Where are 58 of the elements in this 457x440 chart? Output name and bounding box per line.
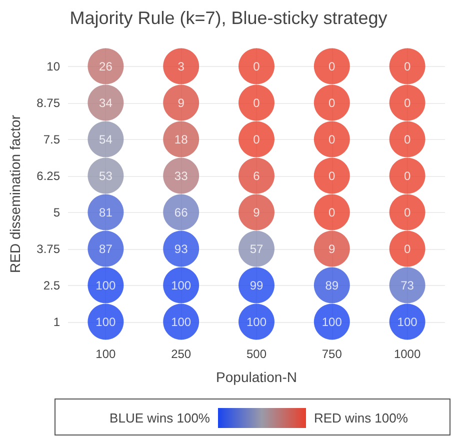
data-label: 100: [171, 314, 192, 329]
y-tick-label: 7.5: [43, 132, 60, 146]
data-label: 89: [325, 278, 339, 292]
data-label: 18: [174, 132, 188, 146]
data-label: 0: [328, 132, 336, 146]
data-label: 0: [328, 168, 336, 183]
y-tick-label: 3.75: [36, 242, 60, 256]
data-label: 100: [397, 314, 418, 329]
data-label: 0: [253, 96, 260, 110]
y-tick-label: 6.25: [36, 168, 60, 183]
data-label: 100: [322, 314, 342, 329]
data-label: 6: [253, 168, 260, 183]
data-label: 9: [178, 96, 185, 110]
data-label: 0: [404, 96, 411, 110]
data-label: 0: [328, 205, 336, 220]
chart-title: Majority Rule (k=7), Blue-sticky strategy: [70, 8, 388, 28]
data-label: 57: [250, 242, 264, 256]
data-label: 54: [99, 132, 113, 146]
data-label: 100: [171, 278, 192, 292]
data-label: 0: [328, 59, 336, 74]
data-label: 9: [253, 205, 260, 220]
data-label: 0: [404, 59, 411, 74]
data-label: 93: [174, 242, 188, 256]
x-tick-label: 500: [246, 347, 267, 361]
x-tick-label: 100: [96, 347, 116, 361]
data-label: 0: [253, 59, 260, 74]
data-label: 0: [404, 132, 411, 146]
data-label: 33: [174, 168, 188, 183]
x-tick-label: 750: [322, 347, 342, 361]
data-label: 0: [253, 132, 260, 146]
data-label: 34: [99, 96, 113, 110]
data-label: 0: [404, 242, 411, 256]
y-tick-label: 10: [46, 59, 60, 74]
data-label: 0: [404, 205, 411, 220]
data-label: 100: [246, 314, 267, 329]
data-label: 0: [404, 168, 411, 183]
y-tick-label: 8.75: [36, 96, 60, 110]
data-label: 3: [178, 59, 185, 74]
y-tick-label: 1: [53, 314, 60, 329]
x-tick-label: 1000: [394, 347, 421, 361]
data-label: 99: [250, 278, 264, 292]
data-label: 87: [99, 242, 113, 256]
text: BLUE wins 100%: [110, 410, 210, 426]
data-label: 100: [96, 278, 116, 292]
x-tick-label: 250: [171, 347, 192, 361]
data-label: 0: [328, 96, 336, 110]
data-label: 73: [400, 278, 414, 292]
y-axis-title: RED dissemination factor: [7, 114, 23, 273]
text: RED wins 100%: [314, 410, 408, 426]
data-label: 26: [99, 59, 113, 74]
data-label: 100: [96, 314, 116, 329]
data-label: 9: [328, 242, 336, 256]
y-tick-label: 5: [53, 205, 60, 220]
y-tick-label: 2.5: [43, 278, 60, 292]
x-axis-title: Population-N: [216, 369, 297, 385]
data-label: 53: [99, 168, 113, 183]
data-label: 81: [99, 205, 113, 220]
data-label: 66: [174, 205, 188, 220]
